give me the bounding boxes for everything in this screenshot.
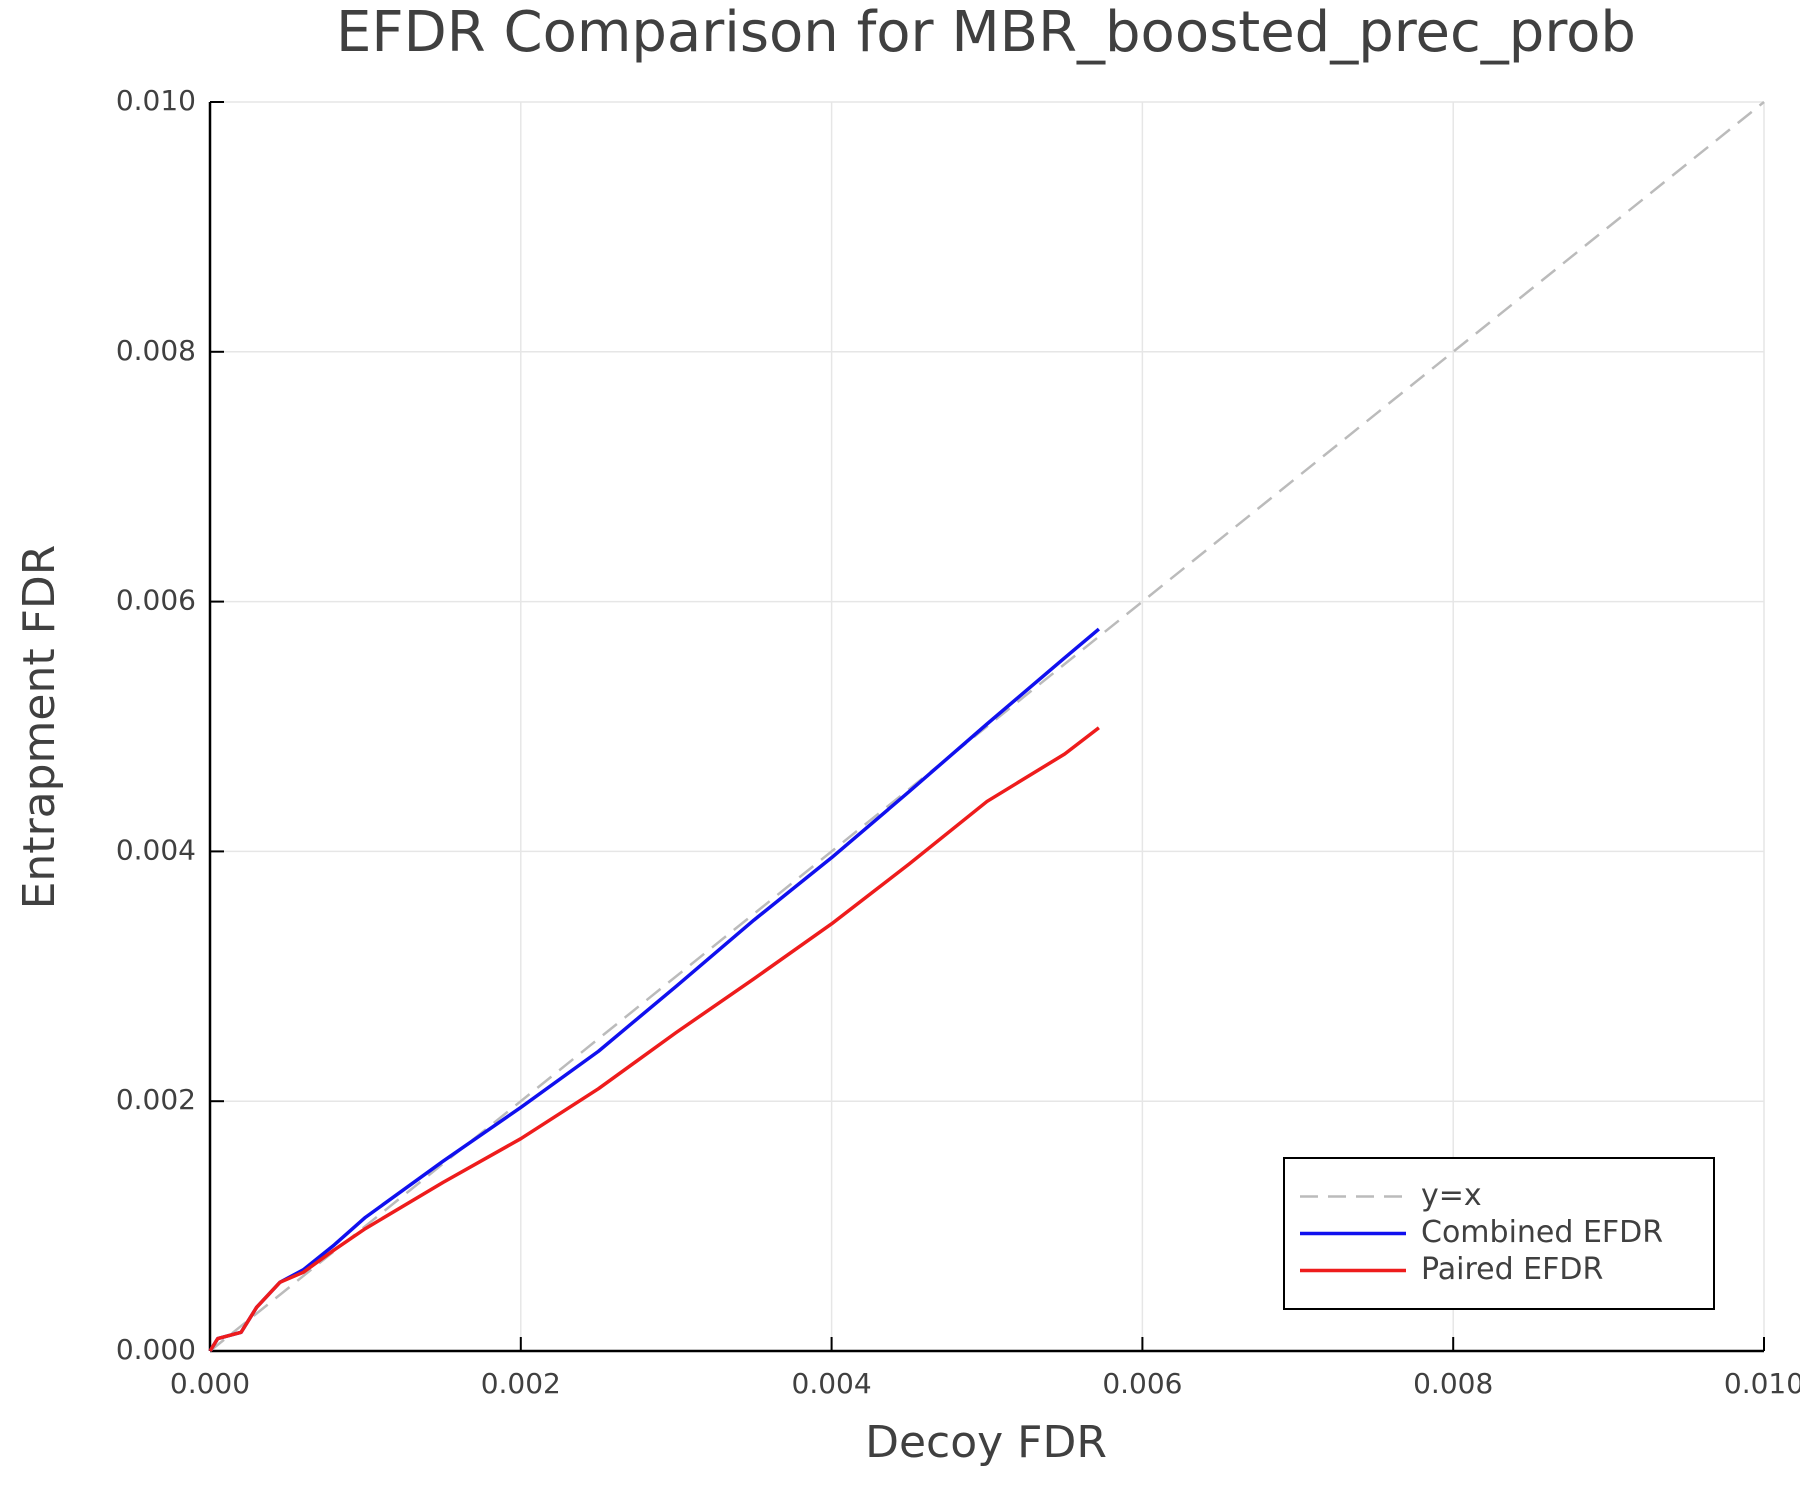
- legend-label: Paired EFDR: [1421, 1252, 1603, 1287]
- series-line: [209, 101, 1765, 1352]
- x-tick-label: 0.000: [170, 1367, 250, 1400]
- y-tick-label: 0.002: [116, 1083, 196, 1116]
- y-tick-label: 0.004: [116, 833, 196, 866]
- legend-label: y=x: [1421, 1178, 1482, 1213]
- x-tick-label: 0.004: [792, 1367, 872, 1400]
- series-line: [208, 726, 1100, 1352]
- x-axis-label: Decoy FDR: [865, 1417, 1107, 1468]
- x-tick-label: 0.010: [1724, 1367, 1800, 1400]
- y-tick-label: 0.010: [116, 84, 196, 117]
- x-tick-label: 0.002: [481, 1367, 561, 1400]
- y-tick-label: 0.006: [116, 584, 196, 617]
- x-tick-label: 0.006: [1102, 1367, 1182, 1400]
- legend-label: Combined EFDR: [1421, 1215, 1663, 1250]
- y-tick-label: 0.008: [116, 334, 196, 367]
- y-axis-label: Entrapment FDR: [14, 545, 65, 910]
- y-tick-label: 0.000: [116, 1333, 196, 1366]
- chart-title: EFDR Comparison for MBR_boosted_prec_pro…: [336, 0, 1636, 65]
- x-tick-label: 0.008: [1413, 1367, 1493, 1400]
